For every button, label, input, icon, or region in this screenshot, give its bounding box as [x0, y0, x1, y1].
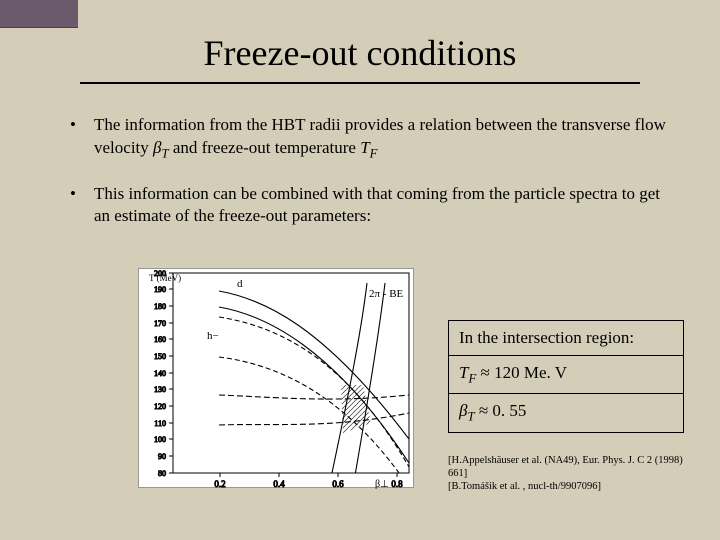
temp-subscript: F: [370, 146, 378, 160]
svg-text:190: 190: [154, 285, 166, 294]
corner-accent: [0, 0, 78, 28]
bullet-item-1: The information from the HBT radii provi…: [70, 114, 672, 163]
svg-text:120: 120: [154, 402, 166, 411]
bt-sub: T: [467, 410, 474, 424]
lower-region: 200 190 180 170 160 150 140 130 120 110 …: [0, 268, 720, 540]
curve-d-lower: [219, 307, 409, 463]
label-h: h−: [207, 330, 219, 342]
svg-text:100: 100: [154, 435, 166, 444]
svg-text:150: 150: [154, 352, 166, 361]
svg-text:0.6: 0.6: [332, 479, 344, 489]
svg-text:80: 80: [158, 469, 166, 478]
label-d: d: [237, 278, 243, 290]
results-box: In the intersection region: TF ≈ 120 Me.…: [448, 320, 684, 433]
svg-text:180: 180: [154, 302, 166, 311]
label-be: 2π - BE: [369, 288, 404, 300]
results-bt: βT ≈ 0. 55: [449, 394, 683, 431]
svg-text:170: 170: [154, 319, 166, 328]
svg-text:0.2: 0.2: [214, 479, 225, 489]
curve-rs-upper: [219, 395, 409, 399]
curve-h-upper: [219, 317, 409, 467]
svg-text:130: 130: [154, 385, 166, 394]
svg-text:90: 90: [158, 452, 166, 461]
references: [H.Appelshäuser et al. (NA49), Eur. Phys…: [448, 454, 700, 493]
ref-1: [H.Appelshäuser et al. (NA49), Eur. Phys…: [448, 454, 700, 480]
freezeout-chart: 200 190 180 170 160 150 140 130 120 110 …: [138, 268, 414, 488]
title-underline: [80, 82, 640, 84]
results-tf: TF ≈ 120 Me. V: [449, 356, 683, 394]
ref-2: [B.Tomášik et al. , nucl-th/9907096]: [448, 480, 700, 493]
svg-text:110: 110: [154, 419, 166, 428]
y-axis-label: T (MeV): [149, 273, 181, 283]
beta-subscript: T: [161, 146, 168, 160]
slide-title: Freeze-out conditions: [0, 0, 720, 82]
tf-value: ≈ 120 Me. V: [476, 363, 567, 382]
svg-text:0.8: 0.8: [391, 479, 403, 489]
bullet-list: The information from the HBT radii provi…: [0, 114, 720, 228]
bt-value: ≈ 0. 55: [475, 401, 527, 420]
bullet-1-text-b: and freeze-out temperature: [169, 138, 361, 157]
temp-symbol: T: [360, 138, 369, 157]
svg-text:140: 140: [154, 369, 166, 378]
svg-text:0.4: 0.4: [273, 479, 285, 489]
results-header: In the intersection region:: [449, 321, 683, 356]
svg-text:160: 160: [154, 335, 166, 344]
bullet-item-2: This information can be combined with th…: [70, 183, 672, 229]
x-axis-label: β⊥: [375, 479, 389, 489]
